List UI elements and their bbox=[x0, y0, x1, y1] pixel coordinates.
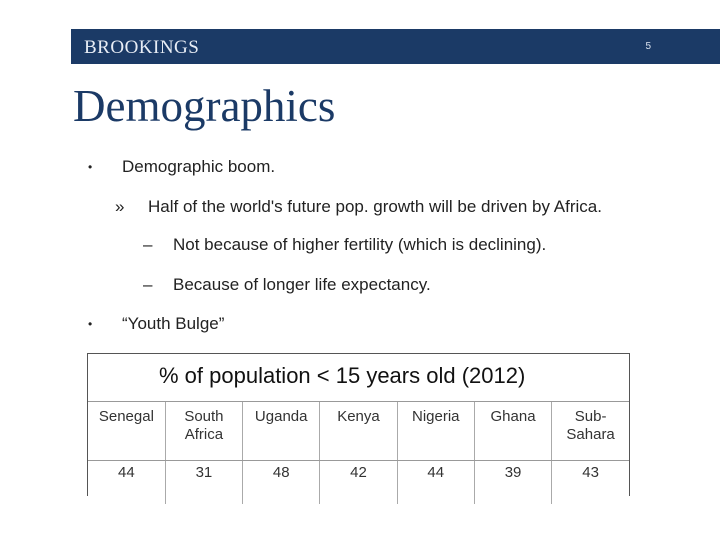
table-title-cell: % of population < 15 years old (2012) bbox=[88, 354, 629, 402]
header-bar: BROOKINGS 5 bbox=[71, 29, 720, 64]
bullet-marker: – bbox=[143, 235, 153, 254]
table-cell: 39 bbox=[474, 460, 553, 504]
bullet-text: Demographic boom. bbox=[122, 157, 276, 176]
bullet-marker: • bbox=[88, 160, 93, 174]
table-cell: 48 bbox=[242, 460, 321, 504]
table-cell: 44 bbox=[397, 460, 475, 504]
brand-logo: BROOKINGS bbox=[84, 37, 200, 58]
table-cell: 31 bbox=[165, 460, 244, 504]
bullet-text: Half of the world's future pop. growth w… bbox=[148, 197, 602, 216]
slide-title: Demographics bbox=[73, 81, 336, 131]
page-number: 5 bbox=[645, 41, 651, 52]
bullet-marker: – bbox=[143, 275, 153, 294]
column-header: South Africa bbox=[165, 402, 244, 461]
table-cell: 42 bbox=[319, 460, 398, 504]
table-cell: 44 bbox=[88, 460, 166, 504]
bullet-text: “Youth Bulge” bbox=[122, 314, 225, 333]
bullet-marker: » bbox=[115, 197, 125, 216]
table-title: % of population < 15 years old (2012) bbox=[159, 363, 526, 388]
bullet-marker: • bbox=[88, 317, 93, 331]
column-header: Kenya bbox=[319, 402, 398, 461]
column-header: Ghana bbox=[474, 402, 553, 461]
bullet-text: Because of longer life expectancy. bbox=[173, 275, 431, 294]
population-table: % of population < 15 years old (2012) Se… bbox=[87, 353, 630, 504]
bullet-text: Not because of higher fertility (which i… bbox=[173, 235, 547, 254]
column-header: Uganda bbox=[242, 402, 321, 461]
column-header: Sub-Sahara bbox=[551, 402, 629, 461]
column-header: Nigeria bbox=[397, 402, 475, 461]
table-row: 44 31 48 42 44 39 43 bbox=[88, 460, 629, 504]
table-cell: 43 bbox=[582, 464, 599, 481]
table-header-row: Senegal South Africa Uganda Kenya Nigeri… bbox=[88, 402, 629, 461]
data-table: Senegal South Africa Uganda Kenya Nigeri… bbox=[88, 402, 629, 504]
column-header: Senegal bbox=[88, 402, 166, 461]
